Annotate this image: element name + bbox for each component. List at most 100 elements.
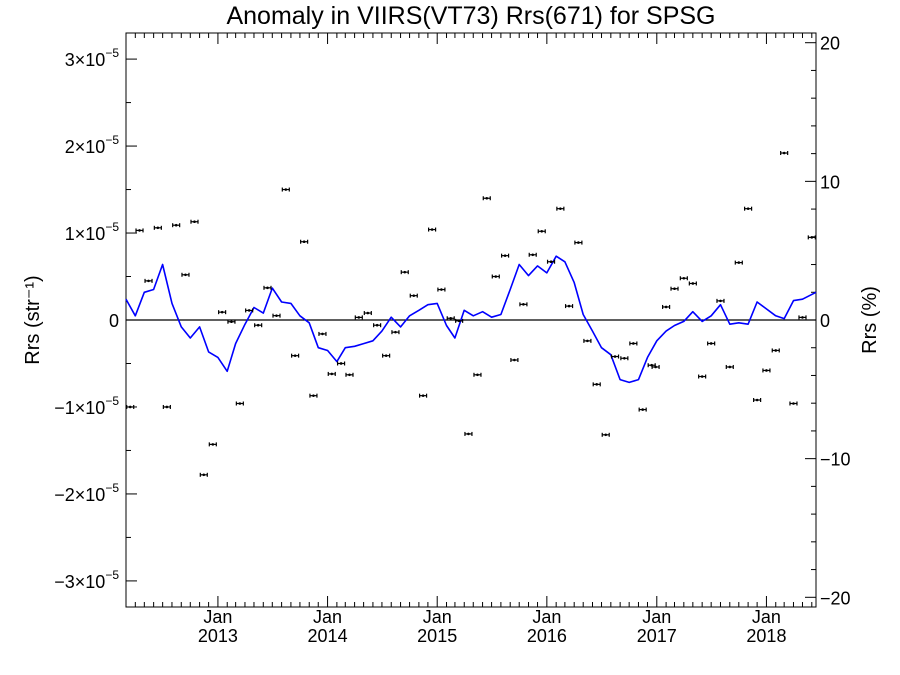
y-left-tick-label: 0 <box>109 311 119 331</box>
data-point <box>455 318 464 323</box>
data-point <box>753 398 762 403</box>
data-point <box>391 330 400 335</box>
data-point <box>482 196 491 201</box>
data-point <box>437 287 446 292</box>
data-point <box>716 298 725 303</box>
data-point <box>679 276 688 281</box>
data-point <box>744 206 753 211</box>
x-tick-label-year: 2018 <box>746 626 786 646</box>
y-right-tick-label: −20 <box>820 588 851 608</box>
x-tick-label-year: 2014 <box>308 626 348 646</box>
data-point <box>309 393 318 398</box>
data-point <box>574 240 583 245</box>
data-point <box>272 313 281 318</box>
y-axis-left: 3×10−5 2×10−5 1×10−5 0 −1×10−5 −2×10−5 −3×10−5 <box>54 46 137 592</box>
data-point <box>300 239 309 244</box>
data-point <box>638 407 647 412</box>
data-point <box>670 286 679 291</box>
data-point <box>281 187 290 192</box>
data-point <box>263 285 272 290</box>
data-point <box>327 371 336 376</box>
data-point <box>771 348 780 353</box>
y-axis-right-label: Rrs (%) <box>859 286 881 354</box>
data-point <box>208 442 217 447</box>
data-point <box>418 393 428 398</box>
data-point <box>400 270 409 275</box>
data-point <box>762 368 771 373</box>
data-point <box>546 259 556 264</box>
chart-title: Anomaly in VIIRS(VT73) Rrs(671) for SPSG <box>226 2 715 30</box>
absolute-anomaly-series <box>126 151 816 477</box>
data-point <box>199 472 208 477</box>
data-point <box>528 252 537 257</box>
data-point <box>707 341 716 346</box>
data-point <box>153 225 162 230</box>
data-point <box>798 315 807 320</box>
data-point <box>662 304 671 309</box>
data-point <box>382 353 391 358</box>
data-point <box>688 281 697 286</box>
y-left-tick-label: −1×10−5 <box>54 394 119 418</box>
y-right-tick-label: 20 <box>820 34 840 54</box>
data-point <box>698 374 707 379</box>
y-right-tick-label: 10 <box>820 172 840 192</box>
data-point <box>126 404 135 409</box>
data-point <box>491 274 500 279</box>
data-point <box>318 331 327 336</box>
x-tick-label-month: Jan <box>532 607 561 627</box>
data-point <box>556 206 565 211</box>
data-point <box>519 302 528 307</box>
data-point <box>135 228 144 233</box>
data-point <box>734 260 743 265</box>
data-point <box>564 304 574 309</box>
y-left-tick-label: 2×10−5 <box>65 133 120 157</box>
y-left-tick-label: 1×10−5 <box>65 220 120 244</box>
y-left-tick-label: 3×10−5 <box>65 46 120 70</box>
x-tick-label-year: 2017 <box>637 626 677 646</box>
data-point <box>144 278 153 283</box>
data-point <box>218 310 227 315</box>
data-point <box>537 229 546 234</box>
data-point <box>725 364 734 369</box>
data-point <box>651 364 660 369</box>
data-point <box>473 372 482 377</box>
data-point <box>583 338 592 343</box>
data-point <box>409 293 418 298</box>
data-point <box>629 341 638 346</box>
y-axis-left-label: Rrs (str⁻¹) <box>22 275 44 364</box>
y-left-tick-label: −3×10−5 <box>54 568 119 592</box>
percent-anomaly-line <box>125 255 817 384</box>
x-tick-label-month: Jan <box>423 607 452 627</box>
x-tick-label-month: Jan <box>203 607 232 627</box>
data-point <box>254 323 263 328</box>
x-tick-label-month: Jan <box>642 607 671 627</box>
y-right-tick-label: −10 <box>820 450 851 470</box>
y-right-tick-label: 0 <box>820 311 830 331</box>
data-point <box>354 315 363 320</box>
data-point <box>291 353 300 358</box>
data-point <box>500 253 510 258</box>
data-point <box>510 358 519 363</box>
data-point <box>592 382 601 387</box>
data-point <box>245 308 254 313</box>
x-tick-label-year: 2015 <box>417 626 457 646</box>
data-point <box>181 272 190 277</box>
data-point <box>446 316 455 321</box>
data-point <box>227 319 236 324</box>
data-point <box>172 223 181 228</box>
data-point <box>373 323 382 328</box>
x-tick-label-year: 2016 <box>527 626 567 646</box>
data-point <box>780 151 789 156</box>
data-point <box>345 372 354 377</box>
x-axis: Jan2013Jan2014Jan2015Jan2016Jan2017Jan20… <box>125 33 813 646</box>
data-point <box>162 404 171 409</box>
x-tick-label-month: Jan <box>313 607 342 627</box>
data-point <box>601 432 610 437</box>
percent-anomaly-series <box>125 255 817 384</box>
y-left-tick-label: −2×10−5 <box>54 481 119 505</box>
data-point <box>190 219 199 224</box>
data-point <box>464 431 473 436</box>
data-point <box>427 227 437 232</box>
